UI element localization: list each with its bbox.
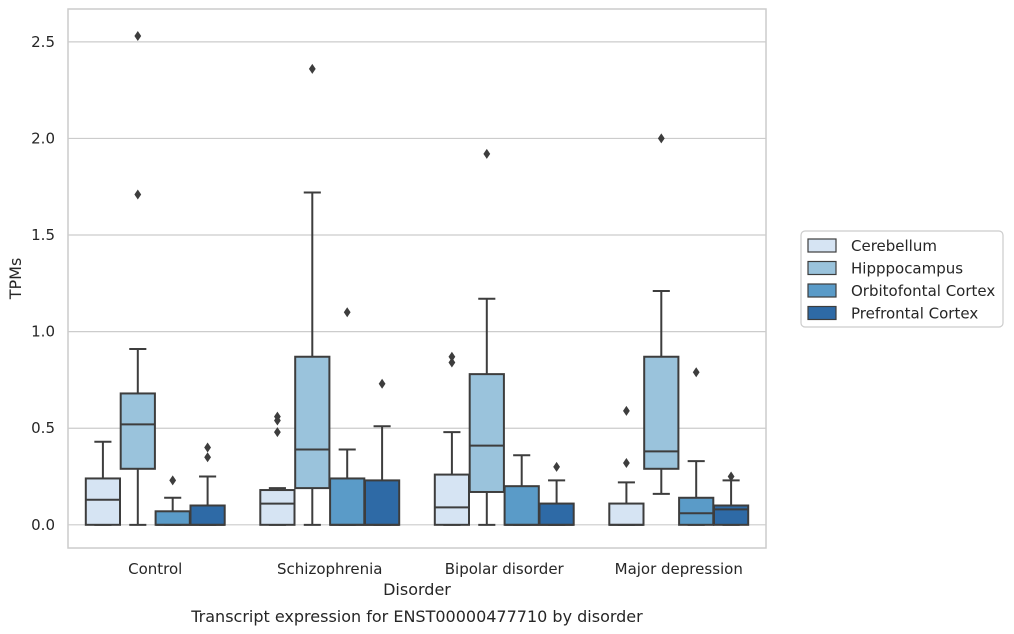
legend-frame: [800, 230, 1004, 328]
y-tick-label: 1.0: [31, 323, 55, 341]
outlier-point: [553, 461, 560, 472]
outlier-point: [692, 367, 700, 378]
legend-label: Cerebellum: [851, 237, 937, 255]
y-tick-label: 2.5: [31, 33, 55, 51]
outlier-point: [204, 442, 211, 453]
box-iqr: [154, 510, 191, 526]
outlier-point: [378, 378, 386, 389]
box-hipppocampus: [119, 31, 156, 526]
x-axis-title: Disorder: [383, 580, 451, 599]
box-prefrontal-cortex: [538, 461, 575, 526]
box-orbitofontal-cortex: [329, 307, 366, 526]
box-iqr: [119, 392, 156, 470]
outlier-point: [274, 411, 281, 422]
box-hipppocampus: [643, 133, 680, 495]
box-iqr: [329, 477, 366, 526]
box-iqr: [84, 477, 122, 526]
plot-frame: [67, 8, 767, 549]
box-iqr: [189, 504, 226, 526]
outlier-point: [274, 427, 281, 438]
box-series: [84, 31, 750, 526]
outlier-point: [169, 475, 177, 486]
legend-label: Hipppocampus: [851, 260, 963, 278]
box-hipppocampus: [294, 63, 331, 526]
box-cerebellum: [608, 405, 645, 526]
box-iqr: [294, 355, 331, 490]
outlier-point: [623, 457, 630, 468]
box-iqr: [363, 479, 401, 526]
box-iqr: [643, 355, 680, 470]
x-tick-label: Control: [128, 560, 182, 578]
x-tick-label: Bipolar disorder: [445, 560, 565, 578]
y-axis-title: TPMs: [6, 258, 25, 301]
box-orbitofontal-cortex: [678, 367, 715, 526]
y-tick-label: 1.5: [31, 226, 55, 244]
outlier-point: [308, 63, 316, 74]
box-prefrontal-cortex: [712, 471, 750, 526]
box-prefrontal-cortex: [363, 378, 401, 526]
box-iqr: [608, 502, 645, 526]
legend-swatch: [807, 305, 837, 321]
x-tick-labels: Control Schizophrenia Bipolar disorder Majo…: [128, 560, 743, 578]
box-iqr: [503, 485, 540, 526]
box-orbitofontal-cortex: [503, 454, 540, 526]
box-cerebellum: [433, 351, 471, 526]
outlier-point: [657, 133, 665, 144]
legend-swatch: [807, 238, 837, 253]
y-tick-label: 2.0: [31, 129, 55, 147]
y-tick-labels: 0.0 0.5 1.0 1.5 2.0 2.5: [31, 33, 55, 534]
box-prefrontal-cortex: [189, 442, 226, 526]
box-iqr: [433, 473, 471, 526]
box-hipppocampus: [468, 148, 505, 526]
legend-label: Prefrontal Cortex: [851, 305, 978, 323]
outlier-point: [727, 471, 735, 482]
x-tick-label: Major depression: [615, 560, 743, 578]
legend: Cerebellum Hipppocampus Orbitofontal Corte…: [800, 230, 1004, 328]
box-iqr: [538, 502, 575, 526]
box-iqr: [468, 373, 505, 493]
box-iqr: [259, 489, 296, 526]
outlier-point: [448, 357, 456, 368]
y-tick-label: 0.0: [31, 516, 55, 534]
outlier-point: [134, 31, 142, 42]
y-tick-label: 0.5: [31, 419, 55, 437]
box-orbitofontal-cortex: [154, 475, 191, 526]
legend-swatch: [807, 260, 837, 276]
outlier-point: [134, 189, 142, 200]
chart-caption: Transcript expression for ENST0000047771…: [190, 607, 643, 626]
box-cerebellum: [84, 440, 122, 526]
box-iqr: [678, 496, 715, 526]
outlier-point: [623, 405, 630, 416]
grid: [68, 41, 766, 526]
outlier-point: [448, 351, 456, 362]
x-tick-label: Schizophrenia: [277, 560, 382, 578]
outlier-point: [204, 452, 211, 463]
legend-swatch: [807, 283, 837, 298]
legend-label: Orbitofontal Cortex: [851, 282, 995, 300]
outlier-point: [483, 148, 491, 159]
outlier-point: [343, 307, 351, 318]
box-cerebellum: [259, 411, 296, 526]
